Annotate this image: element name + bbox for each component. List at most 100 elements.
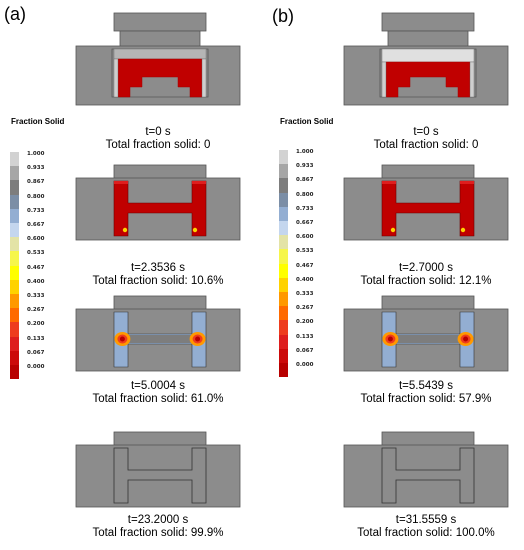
frame-fraction-solid: Total fraction solid: 61.0% bbox=[92, 393, 224, 405]
legend-a-swatch-12 bbox=[10, 322, 19, 337]
frame-fraction-solid: Total fraction solid: 12.1% bbox=[360, 275, 492, 287]
frame-fraction-solid: Total fraction solid: 10.6% bbox=[92, 275, 224, 287]
legend-b-tick-label: 1.000 bbox=[296, 149, 314, 155]
frame-fraction-solid: Total fraction solid: 100.0% bbox=[357, 527, 495, 539]
frame-caption-1-3: t=31.5559 s Total fraction solid: 100.0% bbox=[326, 514, 524, 540]
legend-b-tick-label: 0.800 bbox=[296, 191, 314, 198]
legend-a-swatch-14 bbox=[10, 350, 19, 365]
casting-frame-0-2 bbox=[75, 295, 241, 372]
frame-time: t=0 s bbox=[145, 126, 171, 138]
legend-a-tick-label: 0.733 bbox=[27, 207, 45, 214]
frame-time: t=2.3536 s bbox=[130, 262, 186, 274]
legend-b-tick-label: 0.533 bbox=[296, 248, 314, 255]
frame-caption-0-3: t=23.2000 s Total fraction solid: 99.9% bbox=[58, 514, 258, 540]
frame-fraction-solid: Total fraction solid: 0 bbox=[373, 139, 479, 151]
panel-label-a: (a) bbox=[4, 4, 26, 24]
frame-time: t=31.5559 s bbox=[395, 514, 457, 526]
legend-title-a: Fraction Solid bbox=[11, 117, 65, 126]
frame-caption-0-2: t=5.0004 s Total fraction solid: 61.0% bbox=[58, 380, 258, 406]
legend-b-swatch-4 bbox=[279, 206, 288, 221]
panel-label-b: (b) bbox=[272, 6, 294, 26]
legend-a-tick-label: 0.000 bbox=[27, 364, 45, 370]
legend-a-swatch-9 bbox=[10, 279, 19, 294]
legend-title-b: Fraction Solid bbox=[280, 117, 334, 126]
legend-a-tick-label: 0.400 bbox=[27, 278, 45, 285]
casting-frame-1-1 bbox=[343, 164, 509, 241]
legend-b-swatch-0 bbox=[279, 150, 288, 165]
legend-a-tick-label: 0.667 bbox=[27, 222, 45, 228]
legend-b-tick-label: 0.400 bbox=[296, 276, 314, 283]
legend-b-tick-label: 0.933 bbox=[296, 163, 314, 170]
legend-b-swatch-11 bbox=[279, 306, 288, 321]
legend-a-swatch-1 bbox=[10, 166, 19, 181]
legend-a-tick-label: 0.333 bbox=[27, 293, 45, 299]
legend-b-tick-label: 0.133 bbox=[296, 333, 314, 340]
frame-caption-0-1: t=2.3536 s Total fraction solid: 10.6% bbox=[58, 262, 258, 288]
frame-caption-1-1: t=2.7000 s Total fraction solid: 12.1% bbox=[326, 262, 524, 288]
frame-time: t=23.2000 s bbox=[127, 514, 189, 526]
legend-b-swatch-14 bbox=[279, 348, 288, 363]
legend-a-swatch-0 bbox=[10, 152, 19, 167]
frame-caption-1-2: t=5.5439 s Total fraction solid: 57.9% bbox=[326, 380, 524, 406]
legend-a-swatch-8 bbox=[10, 265, 19, 280]
legend-a-tick-label: 0.067 bbox=[27, 349, 45, 356]
legend-a-swatch-6 bbox=[10, 237, 19, 252]
legend-a-tick-label: 0.467 bbox=[27, 264, 45, 271]
legend-a-tick-label: 0.200 bbox=[27, 321, 45, 328]
frame-fraction-solid: Total fraction solid: 99.9% bbox=[92, 527, 224, 539]
legend-b-swatch-3 bbox=[279, 192, 288, 207]
casting-frame-1-2 bbox=[343, 295, 509, 372]
legend-b-swatch-1 bbox=[279, 164, 288, 179]
legend-b-swatch-7 bbox=[279, 249, 288, 264]
legend-a-swatch-3 bbox=[10, 194, 19, 209]
legend-a-tick-label: 0.867 bbox=[27, 179, 45, 186]
legend-b-swatch-12 bbox=[279, 320, 288, 335]
legend-b-tick-label: 0.000 bbox=[296, 362, 314, 368]
legend-a-swatch-15 bbox=[10, 365, 19, 380]
legend-a-tick-label: 0.933 bbox=[27, 165, 45, 172]
legend-b-swatch-5 bbox=[279, 221, 288, 236]
legend-b-swatch-9 bbox=[279, 277, 288, 292]
casting-frame-1-0 bbox=[343, 12, 509, 106]
frame-time: t=5.5439 s bbox=[398, 380, 454, 392]
legend-b-swatch-13 bbox=[279, 334, 288, 349]
casting-frame-0-1 bbox=[75, 164, 241, 241]
legend-b-tick-label: 0.733 bbox=[296, 205, 314, 212]
frame-fraction-solid: Total fraction solid: 57.9% bbox=[360, 393, 492, 405]
legend-b-tick-label: 0.067 bbox=[296, 347, 314, 354]
frame-caption-1-0: t=0 s Total fraction solid: 0 bbox=[326, 126, 524, 152]
legend-a-tick-label: 0.600 bbox=[27, 236, 45, 243]
legend-b-swatch-2 bbox=[279, 178, 288, 193]
legend-a-tick-label: 0.800 bbox=[27, 193, 45, 200]
frame-time: t=5.0004 s bbox=[130, 380, 186, 392]
casting-frame-0-0 bbox=[75, 12, 241, 106]
legend-b-tick-label: 0.667 bbox=[296, 220, 314, 226]
legend-b-tick-label: 0.600 bbox=[296, 234, 314, 241]
frame-fraction-solid: Total fraction solid: 0 bbox=[105, 139, 211, 151]
legend-a-swatch-10 bbox=[10, 294, 19, 309]
legend-a-tick-label: 0.533 bbox=[27, 250, 45, 257]
legend-b-swatch-6 bbox=[279, 235, 288, 250]
legend-a-tick-label: 1.000 bbox=[27, 151, 45, 157]
casting-frame-0-3 bbox=[75, 431, 241, 508]
legend-a-swatch-4 bbox=[10, 208, 19, 223]
legend-a-tick-label: 0.133 bbox=[27, 335, 45, 342]
frame-time: t=0 s bbox=[413, 126, 439, 138]
legend-a-swatch-13 bbox=[10, 336, 19, 351]
legend-b-tick-label: 0.200 bbox=[296, 319, 314, 326]
legend-b-tick-label: 0.267 bbox=[296, 305, 314, 312]
legend-a-swatch-2 bbox=[10, 180, 19, 195]
legend-b-swatch-10 bbox=[279, 292, 288, 307]
legend-a-swatch-5 bbox=[10, 223, 19, 238]
legend-a-tick-label: 0.267 bbox=[27, 307, 45, 314]
legend-b-tick-label: 0.467 bbox=[296, 262, 314, 269]
legend-b-tick-label: 0.867 bbox=[296, 177, 314, 184]
casting-frame-1-3 bbox=[343, 431, 509, 508]
legend-a-swatch-11 bbox=[10, 308, 19, 323]
legend-b-tick-label: 0.333 bbox=[296, 291, 314, 297]
legend-a-swatch-7 bbox=[10, 251, 19, 266]
legend-b-swatch-8 bbox=[279, 263, 288, 278]
legend-b-swatch-15 bbox=[279, 363, 288, 378]
frame-caption-0-0: t=0 s Total fraction solid: 0 bbox=[58, 126, 258, 152]
frame-time: t=2.7000 s bbox=[398, 262, 454, 274]
